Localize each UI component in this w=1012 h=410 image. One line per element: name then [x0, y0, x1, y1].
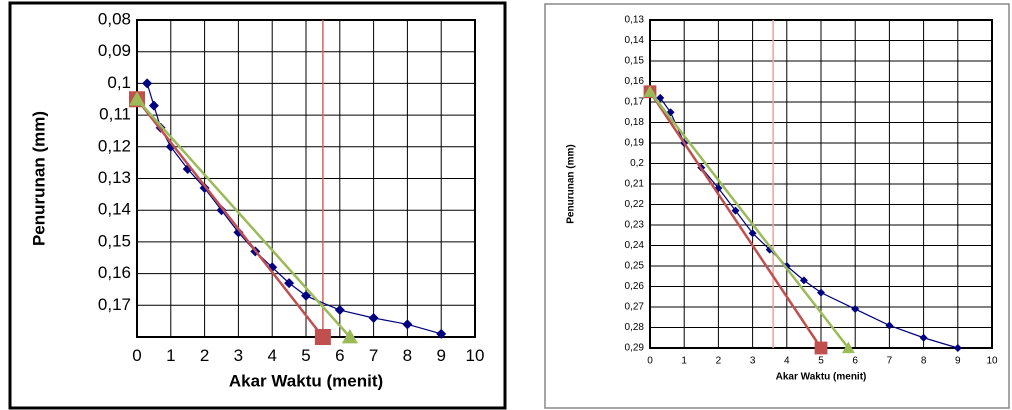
y-tick-label: 0,14: [98, 200, 131, 219]
y-tick-label: 0,19: [625, 138, 645, 149]
y-tick-label: 0,09: [98, 41, 131, 60]
data-marker: [402, 319, 413, 330]
x-tick-label: 9: [436, 346, 445, 365]
y-tick-label: 0,1: [107, 73, 131, 92]
y-tick-label: 0,23: [625, 220, 645, 231]
y-tick-label: 0,12: [98, 136, 131, 155]
x-tick-label: 3: [234, 346, 243, 365]
x-axis-label: Akar Waktu (menit): [776, 372, 867, 383]
x-tick-label: 5: [301, 346, 310, 365]
data-marker: [334, 305, 345, 316]
x-tick-label: 3: [750, 356, 756, 367]
y-tick-label: 0,13: [98, 168, 131, 187]
y-tick-label: 0,16: [98, 263, 131, 282]
data-marker: [851, 305, 860, 314]
x-tick-label: 10: [466, 346, 485, 365]
x-tick-label: 6: [335, 346, 344, 365]
x-tick-label: 6: [852, 356, 858, 367]
x-tick-label: 2: [200, 346, 209, 365]
series-line: [648, 91, 823, 349]
x-tick-label: 1: [681, 356, 687, 367]
x-tick-label: 7: [369, 346, 378, 365]
y-tick-label: 0,11: [99, 105, 131, 124]
x-tick-label: 7: [887, 356, 893, 367]
data-marker: [643, 85, 657, 97]
data-marker: [314, 329, 331, 345]
series-line: [136, 98, 324, 338]
x-tick-label: 0: [132, 346, 141, 365]
y-tick-label: 0,08: [98, 9, 131, 28]
data-marker: [919, 333, 928, 342]
x-tick-label: 4: [784, 356, 790, 367]
y-axis-label: Penurunan (mm): [566, 144, 577, 223]
y-tick-label: 0,29: [625, 343, 645, 354]
x-tick-label: 5: [818, 356, 824, 367]
data-marker: [301, 290, 311, 301]
plot-border: [136, 19, 476, 338]
y-tick-label: 0,26: [625, 281, 645, 292]
x-axis-label: Akar Waktu (menit): [229, 372, 383, 391]
data-marker: [731, 206, 740, 215]
y-tick-label: 0,14: [625, 35, 645, 46]
y-tick-label: 0,28: [625, 322, 645, 333]
y-tick-label: 0,17: [98, 295, 131, 314]
y-tick-label: 0,15: [98, 231, 131, 250]
y-tick-label: 0,25: [625, 261, 645, 272]
x-tick-label: 1: [166, 346, 175, 365]
x-tick-label: 0: [647, 356, 653, 367]
y-tick-label: 0,15: [625, 56, 645, 67]
y-tick-label: 0,24: [625, 240, 645, 251]
data-marker: [748, 229, 757, 238]
x-tick-label: 4: [267, 346, 276, 365]
data-marker: [799, 276, 808, 285]
data-marker: [216, 205, 227, 216]
data-marker: [129, 91, 145, 106]
y-tick-label: 0,27: [625, 302, 645, 313]
data-marker: [368, 312, 379, 323]
y-tick-label: 0,2: [630, 158, 644, 169]
y-tick-label: 0,13: [625, 15, 645, 26]
data-marker: [341, 329, 358, 344]
data-marker: [142, 78, 153, 89]
x-tick-label: 9: [955, 356, 961, 367]
series-line: [649, 90, 850, 349]
data-marker: [953, 344, 962, 352]
data-marker: [885, 321, 894, 330]
y-tick-label: 0,22: [625, 199, 645, 210]
y-tick-label: 0,18: [625, 117, 645, 128]
y-axis-label: Penurunan (mm): [29, 111, 48, 246]
x-tick-label: 8: [921, 356, 927, 367]
data-marker: [841, 341, 855, 354]
data-marker: [814, 341, 828, 355]
data-marker: [817, 288, 825, 297]
x-tick-label: 10: [986, 356, 998, 367]
y-tick-label: 0,21: [625, 179, 645, 190]
x-tick-label: 2: [716, 356, 722, 367]
series-line: [136, 98, 351, 338]
data-marker: [436, 328, 447, 339]
y-tick-label: 0,17: [625, 97, 645, 108]
x-tick-label: 8: [403, 346, 412, 365]
data-marker: [284, 278, 295, 289]
y-tick-label: 0,16: [625, 76, 645, 87]
data-marker: [233, 227, 244, 238]
data-marker: [656, 93, 665, 102]
data-marker: [148, 100, 159, 111]
